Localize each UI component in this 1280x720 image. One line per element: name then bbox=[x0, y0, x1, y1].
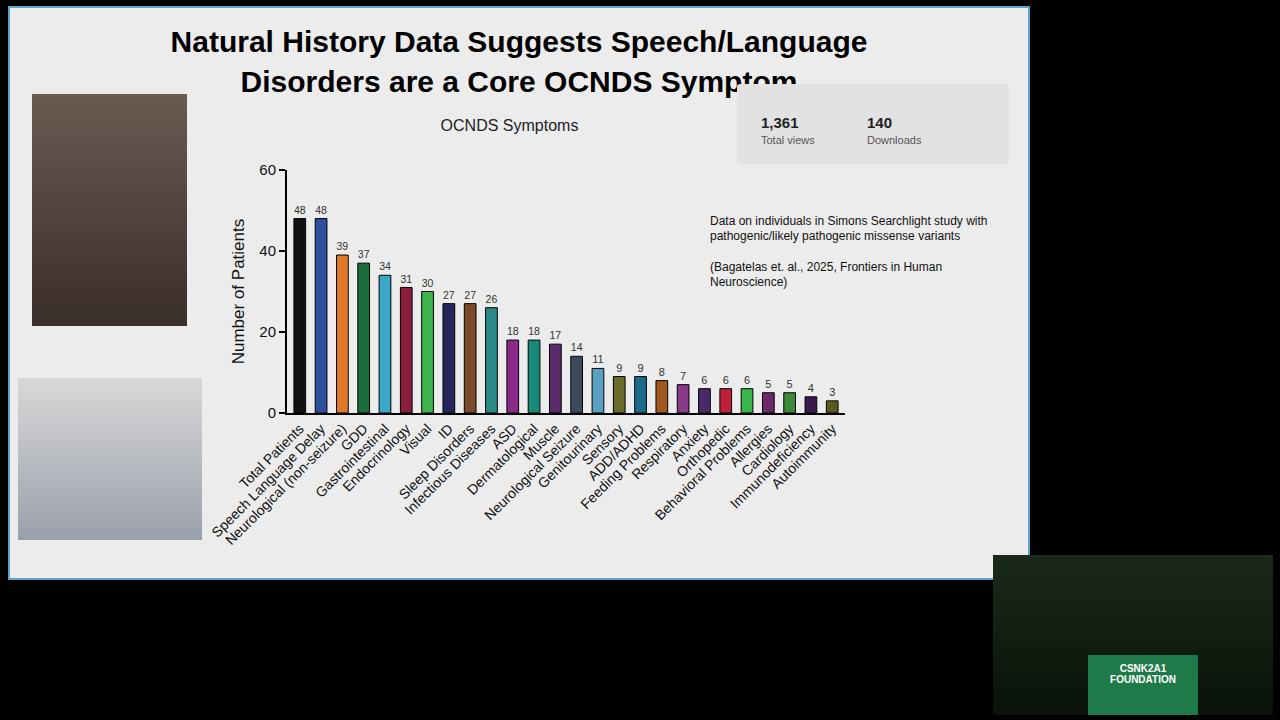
svg-text:39: 39 bbox=[337, 240, 349, 252]
svg-text:6: 6 bbox=[744, 374, 750, 386]
svg-text:Number of Patients: Number of Patients bbox=[229, 219, 248, 365]
svg-text:17: 17 bbox=[549, 329, 561, 341]
svg-text:9: 9 bbox=[616, 362, 622, 374]
svg-text:11: 11 bbox=[592, 353, 603, 365]
svg-text:Gastrointestinal: Gastrointestinal bbox=[312, 421, 392, 501]
html-text:1,361: 1,361 bbox=[761, 114, 799, 131]
svg-text:18: 18 bbox=[507, 325, 519, 337]
svg-text:26: 26 bbox=[486, 293, 498, 305]
svg-text:14: 14 bbox=[571, 341, 583, 353]
svg-text:ADD/ADHD: ADD/ADHD bbox=[585, 421, 648, 484]
svg-text:GDD: GDD bbox=[337, 421, 370, 454]
svg-text:31: 31 bbox=[400, 273, 412, 285]
svg-text:Allergies: Allergies bbox=[726, 421, 775, 470]
svg-text:Orthopedic: Orthopedic bbox=[673, 421, 733, 481]
svg-text:Dermatological: Dermatological bbox=[464, 421, 541, 498]
html-text:(Bagatelas et. al., 2025, Fron: (Bagatelas et. al., 2025, Frontiers in H… bbox=[710, 260, 943, 289]
svg-text:Cardiology: Cardiology bbox=[738, 421, 797, 480]
svg-text:Respiratory: Respiratory bbox=[628, 421, 690, 483]
svg-text:Neurological (non-seizure): Neurological (non-seizure) bbox=[222, 421, 349, 548]
html-text:Natural History Data Suggests: Natural History Data Suggests Speech/Lan… bbox=[170, 25, 868, 98]
svg-text:5: 5 bbox=[765, 378, 771, 390]
svg-text:Sleep Disorders: Sleep Disorders bbox=[395, 421, 477, 503]
svg-text:ID: ID bbox=[435, 421, 456, 442]
svg-text:34: 34 bbox=[379, 260, 391, 272]
svg-text:48: 48 bbox=[294, 204, 306, 216]
svg-text:5: 5 bbox=[787, 378, 793, 390]
svg-text:Immunodeficiency: Immunodeficiency bbox=[727, 421, 818, 512]
svg-text:48: 48 bbox=[315, 204, 327, 216]
svg-text:6: 6 bbox=[723, 374, 729, 386]
html-text:Data on individuals in Simons: Data on individuals in Simons Searchligh… bbox=[710, 214, 988, 243]
svg-text:Autoimmunity: Autoimmunity bbox=[768, 421, 839, 492]
html-text:140: 140 bbox=[867, 114, 892, 131]
svg-text:Behavioral Problems: Behavioral Problems bbox=[651, 421, 754, 524]
svg-text:30: 30 bbox=[422, 277, 434, 289]
svg-text:Sensory: Sensory bbox=[579, 421, 627, 469]
svg-text:40: 40 bbox=[259, 242, 276, 259]
svg-text:9: 9 bbox=[637, 362, 643, 374]
svg-text:37: 37 bbox=[358, 248, 370, 260]
svg-text:60: 60 bbox=[259, 161, 276, 178]
svg-text:6: 6 bbox=[701, 374, 707, 386]
html-text:CSNK2A1 FOUNDATION: CSNK2A1 FOUNDATION bbox=[1110, 663, 1176, 685]
svg-text:Neurological Seizure: Neurological Seizure bbox=[481, 420, 584, 523]
svg-text:Feeding Problems: Feeding Problems bbox=[577, 421, 669, 513]
svg-text:OCNDS Symptoms: OCNDS Symptoms bbox=[441, 117, 579, 134]
html-text:Downloads: Downloads bbox=[867, 134, 922, 146]
html-text:Total views: Total views bbox=[761, 134, 815, 146]
svg-text:3: 3 bbox=[829, 386, 835, 398]
svg-text:0: 0 bbox=[268, 404, 276, 421]
svg-text:7: 7 bbox=[680, 370, 686, 382]
svg-text:Infectious Diseases: Infectious Diseases bbox=[401, 421, 498, 518]
svg-text:27: 27 bbox=[464, 289, 476, 301]
svg-text:20: 20 bbox=[259, 323, 276, 340]
svg-text:Endocrinology: Endocrinology bbox=[339, 421, 413, 495]
svg-text:Muscle: Muscle bbox=[520, 420, 563, 463]
svg-text:Speech Language Delay: Speech Language Delay bbox=[208, 421, 328, 541]
svg-text:Genitourinary: Genitourinary bbox=[534, 421, 605, 492]
svg-text:18: 18 bbox=[528, 325, 540, 337]
svg-text:Anxiety: Anxiety bbox=[668, 421, 712, 465]
svg-text:27: 27 bbox=[443, 289, 455, 301]
svg-text:4: 4 bbox=[808, 382, 814, 394]
svg-text:Total Patients: Total Patients bbox=[236, 421, 307, 492]
svg-text:ASD: ASD bbox=[488, 421, 520, 453]
svg-text:Visual: Visual bbox=[397, 421, 435, 459]
svg-text:8: 8 bbox=[659, 366, 665, 378]
